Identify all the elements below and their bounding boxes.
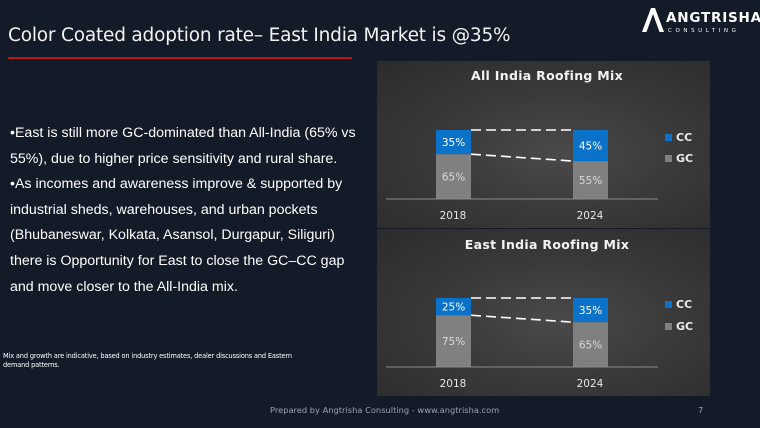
bar-cc-2018	[436, 130, 471, 155]
legend-label-gc: GC	[676, 320, 693, 333]
east-india-chart-svg: East India Roofing Mix 75% 25% 65% 35% 2018…	[386, 237, 693, 390]
data-label-cc-2018: 35%	[442, 137, 465, 149]
all-india-chart: All India Roofing Mix 65% 35% 55% 45% 2018 …	[377, 61, 710, 228]
data-label-cc-2018: 25%	[442, 302, 465, 314]
x-tick-label: 2018	[440, 210, 467, 222]
data-label-gc-2018: 75%	[442, 336, 465, 348]
legend-label-gc: GC	[676, 152, 693, 165]
footnote: Mix and growth are indicative, based on …	[3, 352, 292, 369]
data-label-cc-2024: 45%	[579, 141, 602, 153]
logo-subtitle: CONSULTING	[668, 28, 740, 34]
bar-cc-2024	[573, 130, 608, 162]
title-underline	[8, 57, 352, 59]
series-line-mid	[470, 153, 574, 162]
x-tick-label: 2024	[577, 210, 604, 222]
east-india-chart: East India Roofing Mix 75% 25% 65% 35% 2018…	[377, 229, 710, 396]
bar-gc-2024	[573, 161, 608, 199]
data-label-gc-2024: 65%	[579, 340, 602, 352]
x-tick-label: 2018	[440, 378, 467, 390]
bar-cc-2018	[436, 298, 471, 316]
company-logo: ANGTRISHA CONSULTING	[641, 7, 760, 37]
bar-cc-2024	[573, 298, 608, 323]
page-number: 7	[698, 405, 704, 415]
series-line-mid	[470, 314, 574, 323]
logo-a-icon	[642, 8, 664, 32]
data-label-gc-2018: 65%	[442, 172, 465, 184]
bullet-list: •East is still more GC-dominated than Al…	[10, 121, 360, 300]
footer-text: Prepared by Angtrisha Consulting - www.a…	[270, 405, 500, 415]
legend-label-cc: CC	[676, 131, 692, 144]
bar-gc-2018	[436, 154, 471, 199]
bullet-item: •East is still more GC-dominated than Al…	[10, 125, 356, 167]
logo-name: ANGTRISHA	[666, 10, 760, 26]
chart-title: East India Roofing Mix	[465, 237, 629, 252]
slide-title: Color Coated adoption rate– East India M…	[8, 25, 511, 46]
bullet-item: •As incomes and awareness improve & supp…	[10, 176, 345, 295]
legend-swatch-gc	[665, 323, 672, 330]
x-tick-label: 2024	[577, 378, 604, 390]
legend-label-cc: CC	[676, 298, 692, 311]
data-label-cc-2024: 35%	[579, 305, 602, 317]
bar-gc-2018	[436, 315, 471, 367]
legend-swatch-cc	[665, 134, 672, 141]
chart-title: All India Roofing Mix	[471, 68, 623, 83]
legend-swatch-cc	[665, 301, 672, 308]
bar-gc-2024	[573, 322, 608, 367]
all-india-chart-svg: All India Roofing Mix 65%35%55%45% 2018 …	[386, 68, 693, 222]
legend-swatch-gc	[665, 155, 672, 162]
data-label-gc-2024: 55%	[579, 175, 602, 187]
